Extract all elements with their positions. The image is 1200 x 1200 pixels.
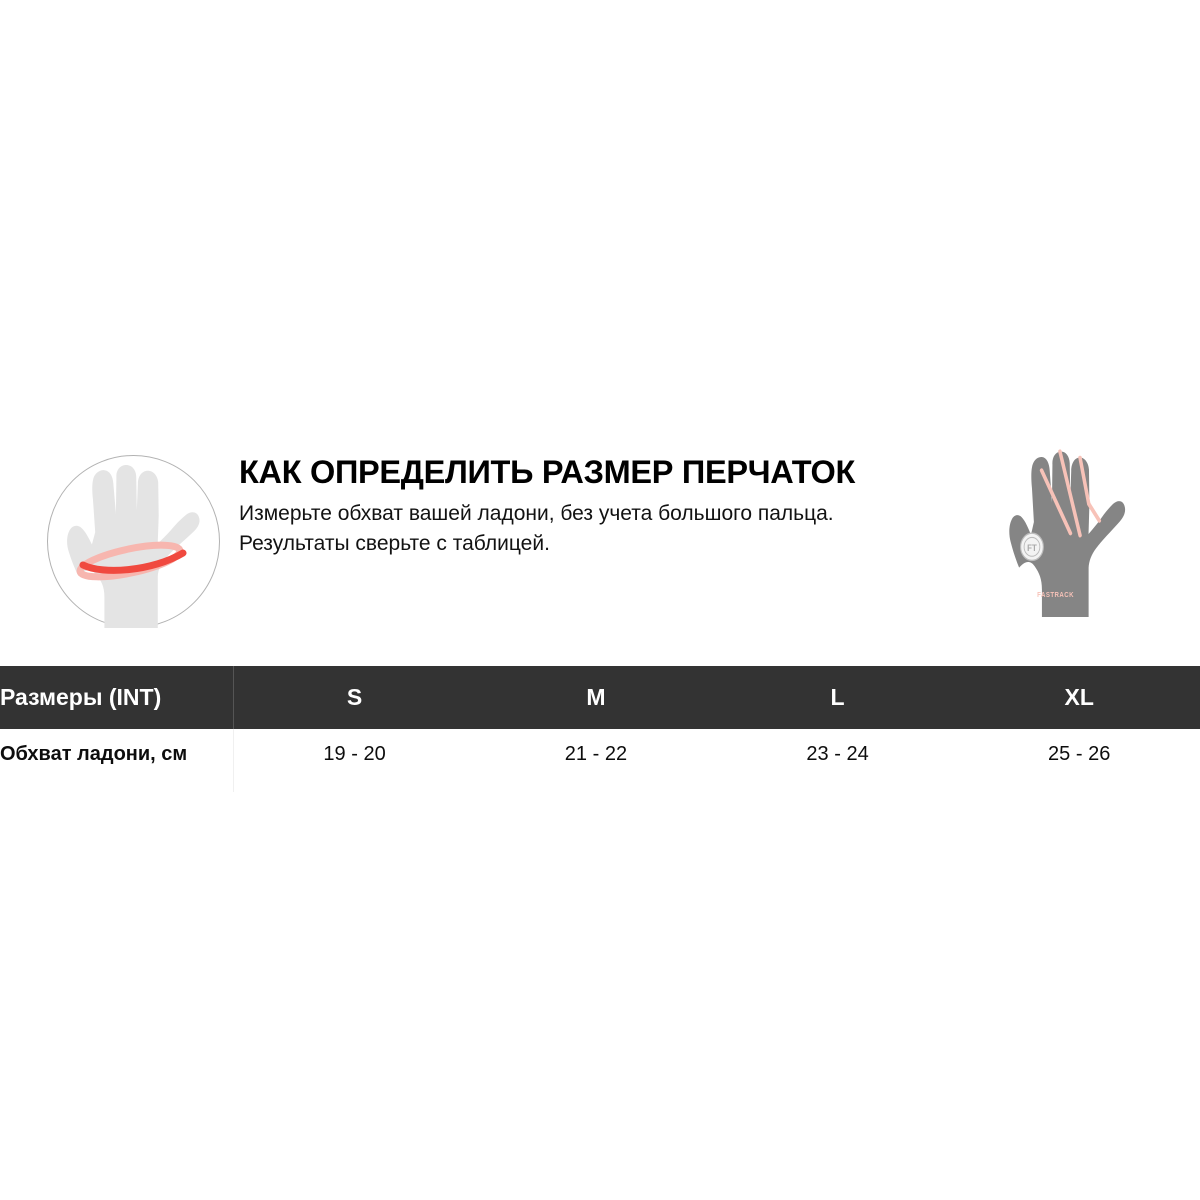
svg-text:FASTRACK: FASTRACK bbox=[1037, 592, 1074, 600]
svg-text:FT: FT bbox=[1027, 542, 1037, 553]
